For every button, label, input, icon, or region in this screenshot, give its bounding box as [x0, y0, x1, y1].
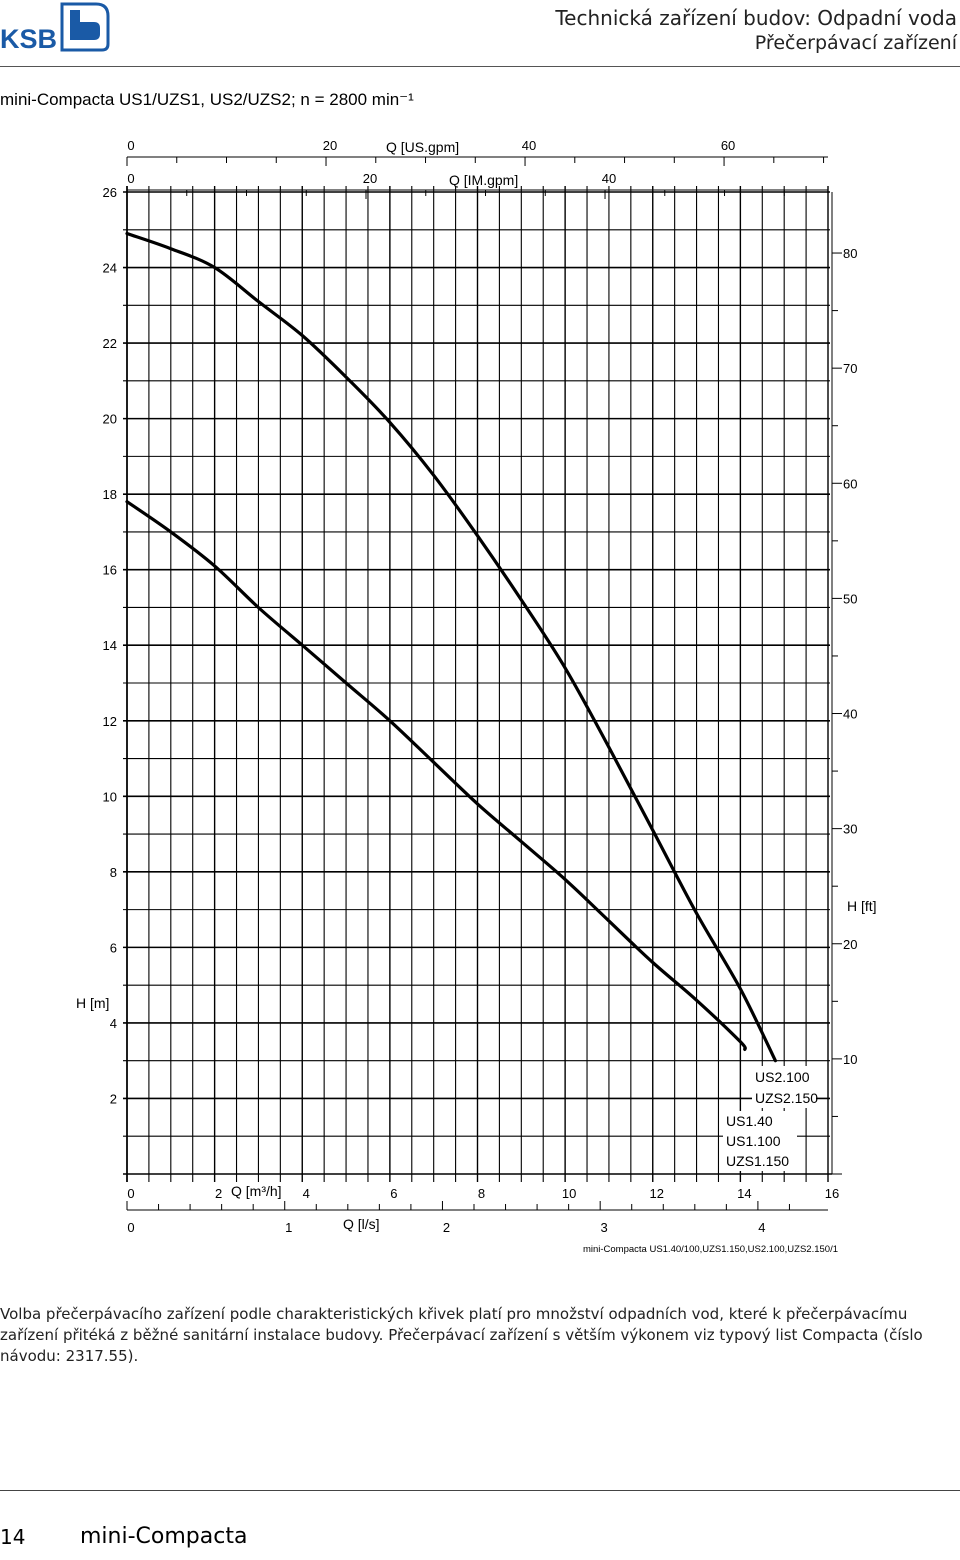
x-tick-label: 16 — [825, 1186, 839, 1201]
ls-tick-label: 0 — [127, 1220, 134, 1235]
y-tick-label: 18 — [103, 487, 117, 502]
y-tick-label: 14 — [103, 638, 117, 653]
ft-tick-label: 50 — [843, 591, 857, 606]
header-divider — [0, 66, 960, 67]
header-subtitle: Přečerpávací zařízení — [754, 32, 957, 54]
ls-tick-label: 3 — [601, 1220, 608, 1235]
series-1-label-bg — [752, 1066, 816, 1108]
ft-tick-label: 30 — [843, 822, 857, 837]
series-2-label: UZS1.150 — [726, 1153, 789, 1169]
ls-tick-label: 4 — [758, 1220, 765, 1235]
ft-axis-label: H [ft] — [847, 898, 877, 914]
y-tick-label: 2 — [110, 1091, 117, 1106]
svg-text:KSB: KSB — [0, 24, 57, 52]
ft-tick-label: 80 — [843, 246, 857, 261]
im-gpm-tick-label: 0 — [127, 171, 134, 186]
curve-series-1 — [125, 231, 777, 1063]
x-tick-label: 8 — [478, 1186, 485, 1201]
x-tick-label: 6 — [390, 1186, 397, 1201]
y-tick-label: 22 — [103, 336, 117, 351]
x-tick-label: 12 — [650, 1186, 664, 1201]
ft-tick-label: 70 — [843, 361, 857, 376]
y-tick-label: 12 — [103, 714, 117, 729]
y-tick-label: 6 — [110, 940, 117, 955]
chart-note: mini-Compacta US1.40/100,UZS1.150,US2.10… — [583, 1244, 838, 1255]
us-gpm-tick-label: 20 — [323, 138, 337, 153]
x-tick-label: 0 — [127, 1186, 134, 1201]
y-tick-label: 8 — [110, 865, 117, 880]
us-gpm-tick-label: 0 — [127, 138, 134, 153]
ls-tick-label: 2 — [443, 1220, 450, 1235]
y-tick-label: 16 — [103, 563, 117, 578]
ksb-logo: KSB — [0, 2, 110, 52]
ft-tick-label: 10 — [843, 1052, 857, 1067]
series-2-label-bg — [723, 1111, 797, 1171]
ls-tick-label: 1 — [285, 1220, 292, 1235]
x-tick-label: 4 — [303, 1186, 310, 1201]
ft-tick-label: 40 — [843, 707, 857, 722]
series-1-label: UZS2.150 — [755, 1090, 818, 1106]
x-axis-label: Q [m³/h] — [231, 1183, 282, 1199]
x-tick-label: 14 — [737, 1186, 751, 1201]
y-tick-label: 20 — [103, 412, 117, 427]
us-gpm-tick-label: 60 — [721, 138, 735, 153]
ft-tick-label: 20 — [843, 937, 857, 952]
y-tick-label: 4 — [110, 1016, 117, 1031]
series-2-label: US1.40 — [726, 1113, 773, 1129]
y-axis-label: H [m] — [76, 995, 109, 1011]
im-gpm-tick-label: 20 — [363, 171, 377, 186]
y-tick-label: 26 — [103, 185, 117, 200]
im-gpm-tick-label: 40 — [602, 171, 616, 186]
curve-series-2 — [125, 500, 747, 1051]
footer-divider — [0, 1490, 960, 1491]
ls-axis-label: Q [l/s] — [343, 1216, 380, 1232]
y-tick-label: 10 — [103, 789, 117, 804]
im-gpm-axis-label: Q [IM.gpm] — [449, 172, 518, 188]
y-tick-label: 24 — [103, 261, 117, 276]
footer-product: mini-Compacta — [80, 1524, 248, 1549]
header-title: Technická zařízení budov: Odpadní voda — [555, 6, 957, 30]
chart-title: mini-Compacta US1/UZS1, US2/UZS2; n = 28… — [0, 90, 414, 109]
x-tick-label: 10 — [562, 1186, 576, 1201]
us-gpm-axis-label: Q [US.gpm] — [386, 139, 459, 155]
series-1-label: US2.100 — [755, 1069, 810, 1085]
series-2-label: US1.100 — [726, 1133, 781, 1149]
ft-tick-label: 60 — [843, 476, 857, 491]
description-text: Volba přečerpávacího zařízení podle char… — [0, 1305, 923, 1365]
x-tick-label: 2 — [215, 1186, 222, 1201]
us-gpm-tick-label: 40 — [522, 138, 536, 153]
page-number: 14 — [0, 1525, 26, 1549]
